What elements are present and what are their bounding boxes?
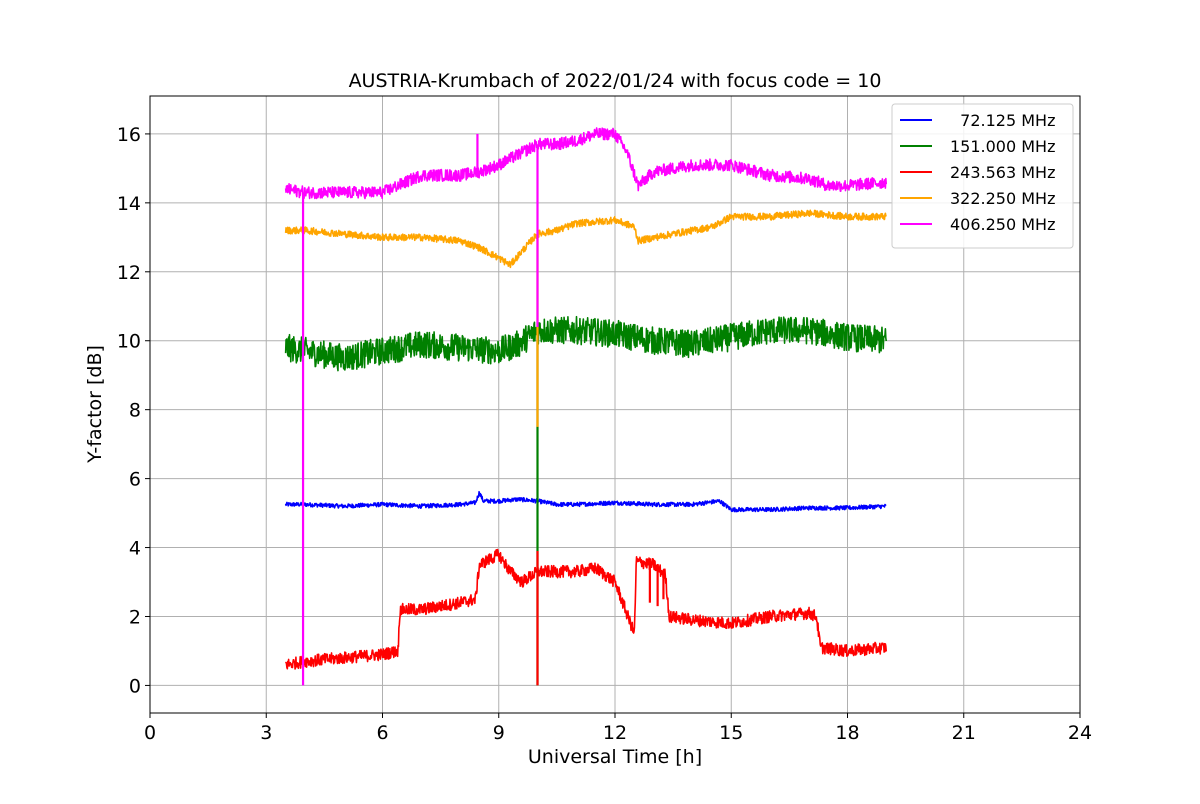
y-tick-label: 10 xyxy=(117,331,141,353)
x-tick-label: 9 xyxy=(493,722,505,744)
x-tick-label: 12 xyxy=(603,722,627,744)
series-line xyxy=(284,127,888,200)
legend-box xyxy=(891,103,1074,249)
x-tick-label: 24 xyxy=(1068,722,1092,744)
legend: 72.125 MHz 151.000 MHz 243.563 MHz 322.250 … xyxy=(891,103,1074,249)
series-line xyxy=(284,315,888,372)
chart-title: AUSTRIA-Krumbach of 2022/01/24 with focu… xyxy=(349,70,882,92)
y-tick-label: 0 xyxy=(129,675,141,697)
legend-label: 72.125 MHz xyxy=(950,111,1055,130)
y-axis-label: Y-factor [dB] xyxy=(84,345,106,464)
legend-label: 243.563 MHz xyxy=(950,163,1055,182)
y-tick-label: 8 xyxy=(129,400,141,422)
plot-series xyxy=(284,127,888,686)
y-tick-label: 6 xyxy=(129,469,141,491)
x-tick-label: 15 xyxy=(719,722,743,744)
legend-label: 151.000 MHz xyxy=(950,137,1055,156)
y-tick-label: 4 xyxy=(129,538,141,560)
series-line xyxy=(284,548,888,670)
x-axis-label: Universal Time [h] xyxy=(528,746,702,768)
legend-label: 322.250 MHz xyxy=(950,189,1055,208)
y-tick-label: 16 xyxy=(117,124,141,146)
x-tick-label: 0 xyxy=(144,722,156,744)
y-tick-label: 12 xyxy=(117,262,141,284)
series-line xyxy=(284,209,887,269)
y-tick-label: 14 xyxy=(117,193,141,215)
x-tick-label: 21 xyxy=(952,722,976,744)
y-tick-label: 2 xyxy=(129,606,141,628)
series-line xyxy=(284,490,887,513)
x-tick-label: 3 xyxy=(260,722,272,744)
x-tick-label: 6 xyxy=(376,722,388,744)
legend-label: 406.250 MHz xyxy=(950,215,1055,234)
x-tick-label: 18 xyxy=(835,722,859,744)
